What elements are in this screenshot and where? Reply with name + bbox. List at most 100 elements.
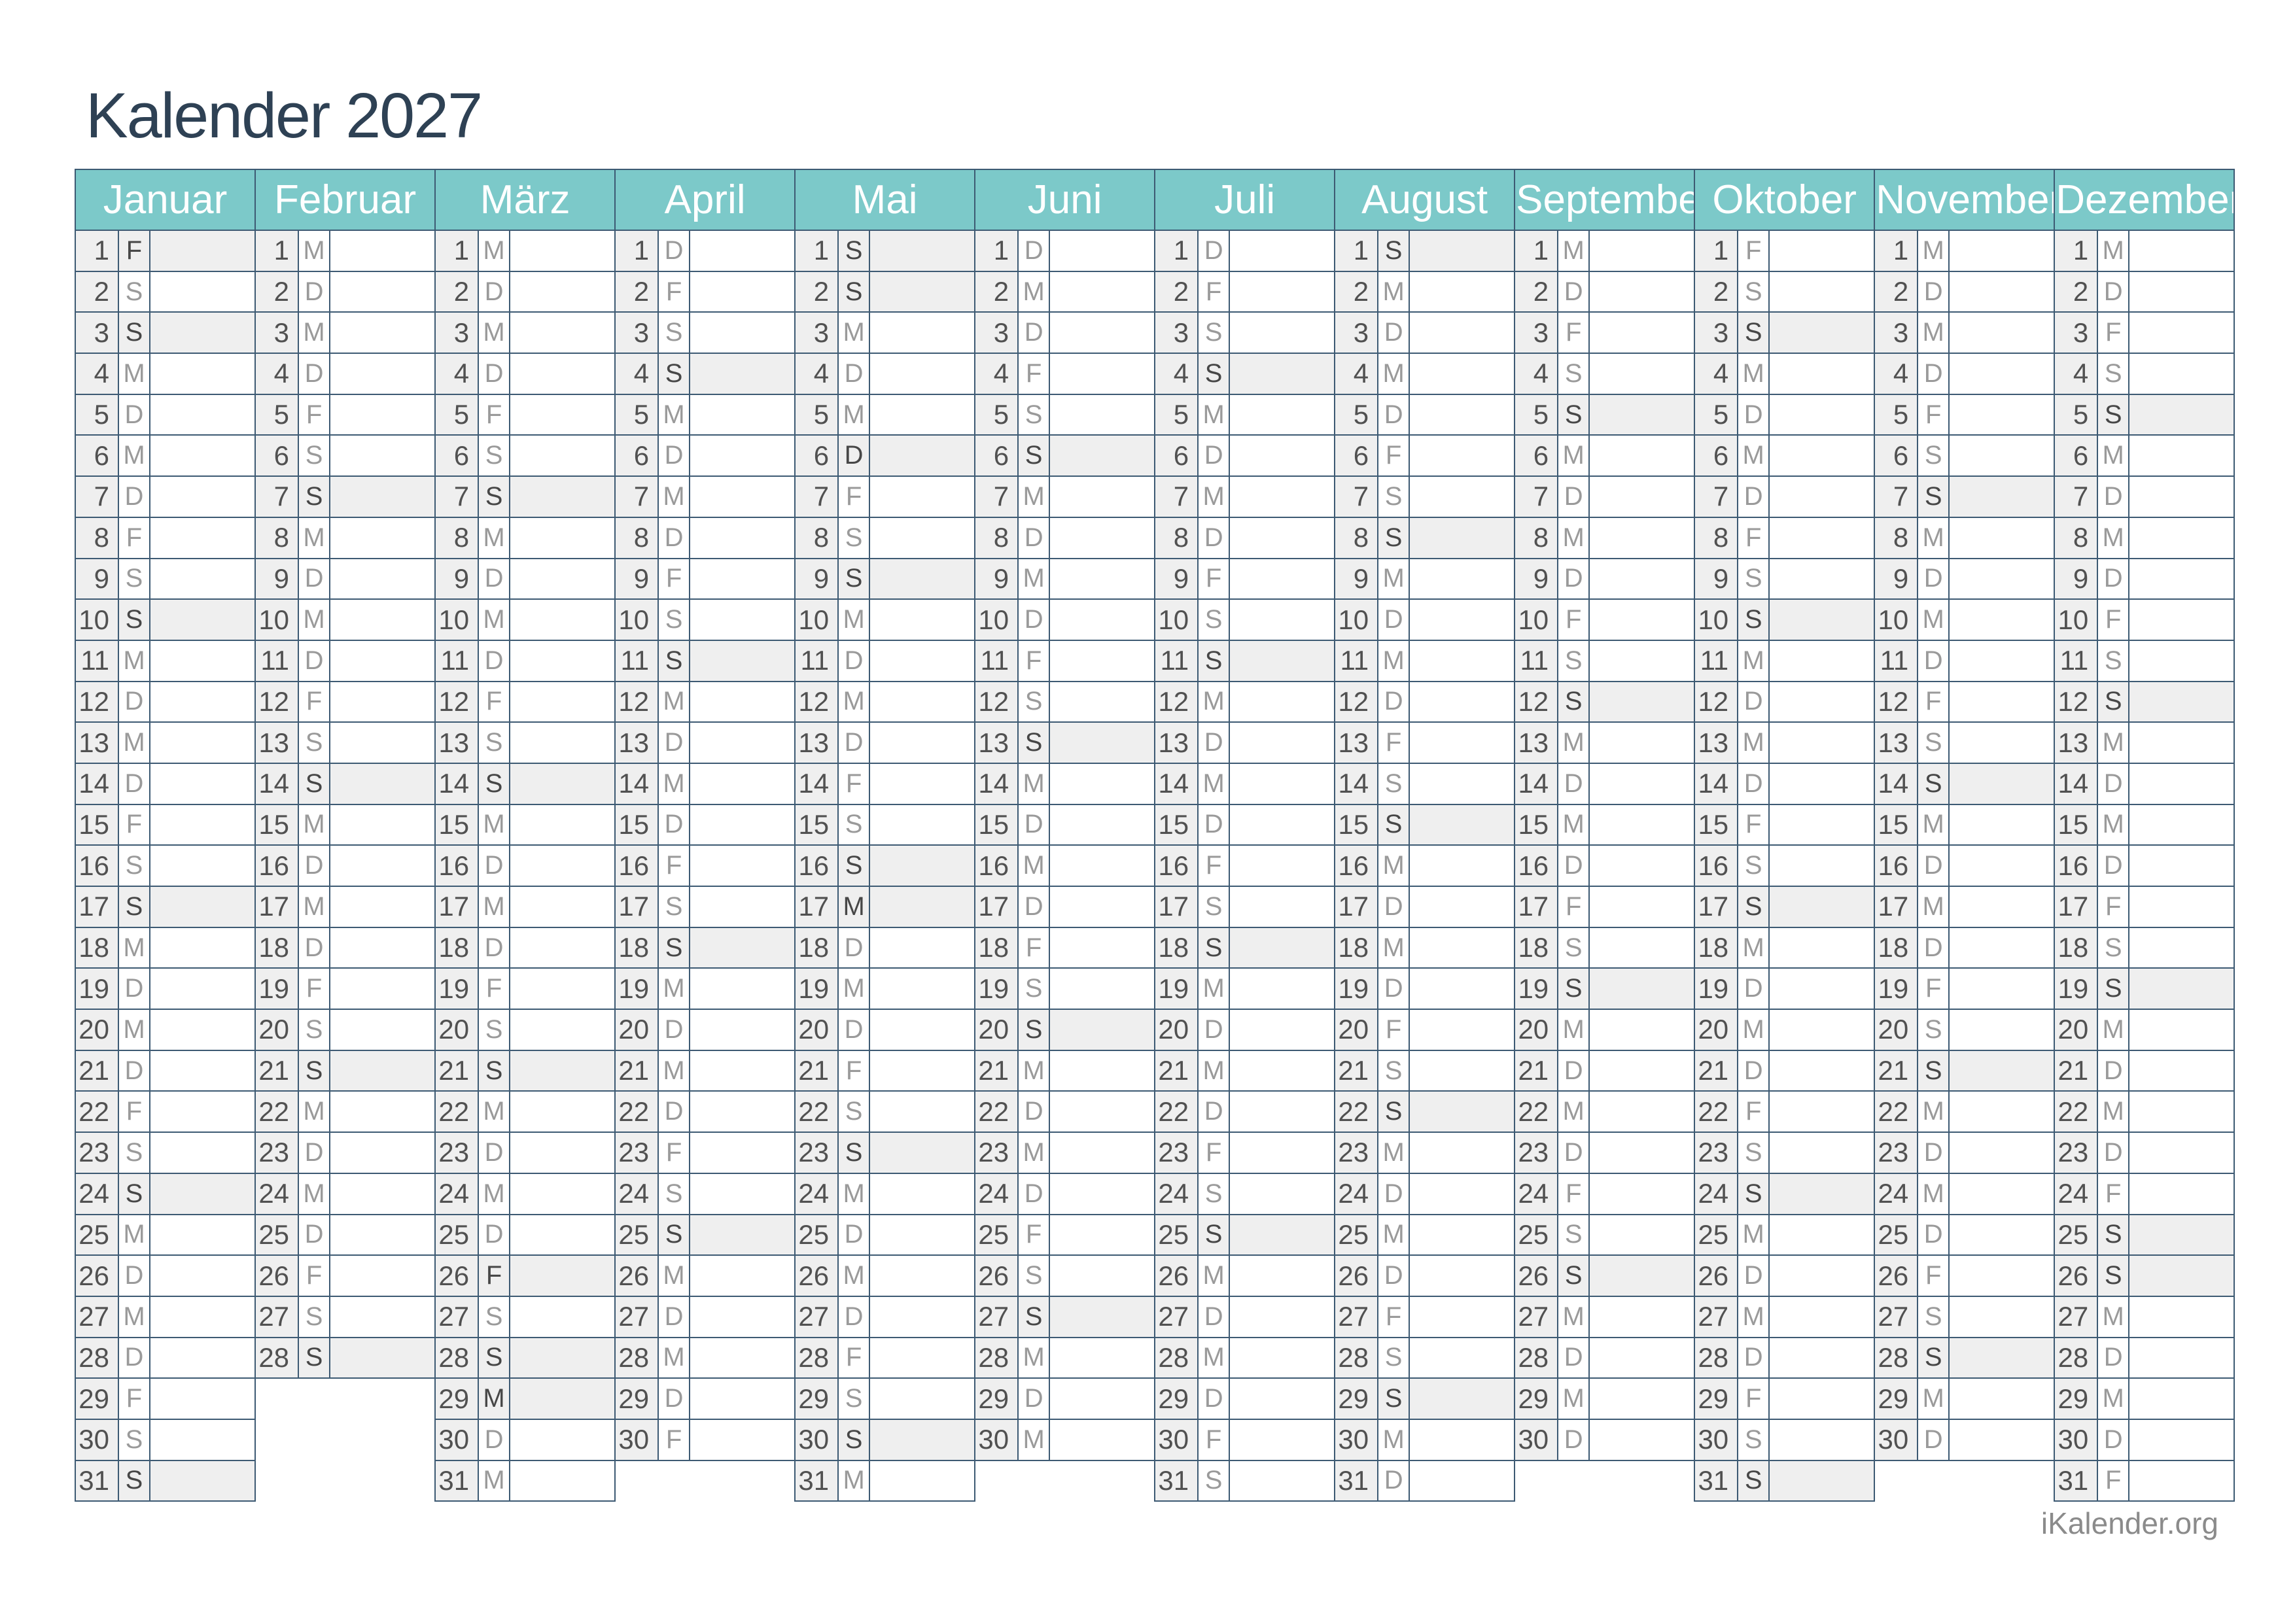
day-number: 27 [1694,1295,1739,1338]
month-header: Juni [974,169,1156,231]
day-number: 24 [1514,1172,1559,1215]
day-note-cell [1229,1418,1336,1461]
day-note-cell [1768,230,1876,272]
day-number: 9 [2054,557,2099,600]
day-number: 3 [974,311,1019,354]
day-row: 24 S [1154,1172,1336,1215]
day-row: 23 D [254,1132,436,1174]
weekday-letter: D [1917,844,1950,887]
day-number: 5 [614,393,659,436]
weekday-letter: S [1197,886,1231,928]
day-number: 10 [254,598,300,641]
day-number: 10 [434,598,480,641]
day-note-cell [1049,886,1156,928]
day-row: 10 D [1334,598,1516,641]
day-note-cell [689,844,796,887]
day-number: 14 [974,762,1019,805]
day-row: 16 D [434,844,616,887]
day-number: 28 [254,1336,300,1379]
weekday-letter: S [478,1295,511,1338]
day-row: 13 M [1514,721,1696,764]
day-number: 22 [254,1090,300,1133]
day-row: 27 S [254,1295,436,1338]
day-note-cell [869,270,976,313]
day-row: 15 S [794,803,976,846]
day-number: 20 [614,1009,659,1051]
day-note-cell [1409,1254,1516,1297]
day-note-cell [1768,762,1876,805]
day-number: 7 [614,475,659,518]
day-row: 27 M [1514,1295,1696,1338]
day-note-cell [509,721,616,764]
day-note-cell [869,475,976,518]
day-note-cell [1229,598,1336,641]
day-note-cell [689,967,796,1011]
day-number: 17 [974,886,1019,928]
day-number: 12 [1514,680,1559,723]
day-number: 29 [1694,1377,1739,1420]
day-note-cell [329,516,436,559]
day-number: 17 [1154,886,1199,928]
day-number: 1 [614,230,659,272]
day-number: 15 [254,803,300,846]
day-note-cell [509,1049,616,1092]
weekday-letter: M [1737,353,1770,395]
day-row: 21 S [1874,1049,2056,1092]
day-note-cell [1768,475,1876,518]
day-row: 28 M [1154,1336,1336,1379]
weekday-letter: S [1017,1295,1051,1338]
day-note-cell [1768,1254,1876,1297]
weekday-letter: D [478,844,511,887]
weekday-letter: F [1557,311,1590,354]
day-note-cell [689,1132,796,1174]
day-number: 4 [1694,353,1739,395]
day-note-cell [2128,844,2235,887]
day-row: 18 D [794,926,976,969]
day-row: 11 M [1694,639,1876,682]
day-row: 21 D [75,1049,256,1092]
day-row: 17 M [254,886,436,928]
weekday-letter: M [1377,353,1410,395]
day-note-cell [1049,639,1156,682]
day-note-cell [689,393,796,436]
weekday-letter: D [1017,1377,1051,1420]
day-note-cell [2128,516,2235,559]
day-number: 26 [1694,1254,1739,1297]
day-note-cell [2128,1132,2235,1174]
day-number: 30 [794,1418,839,1461]
day-note-cell [1768,393,1876,436]
weekday-letter: D [1917,1418,1950,1461]
day-number: 13 [1694,721,1739,764]
day-row: 28 F [794,1336,976,1379]
day-note-cell [1948,1418,2056,1461]
weekday-letter: S [478,1009,511,1051]
day-note-cell [1229,803,1336,846]
day-note-cell [2128,598,2235,641]
weekday-letter: M [657,967,691,1011]
day-number: 13 [614,721,659,764]
day-number: 18 [254,926,300,969]
day-note-cell [2128,1459,2235,1502]
day-number: 21 [614,1049,659,1092]
day-note-cell [1948,1254,2056,1297]
day-row: 24 M [1874,1172,2056,1215]
day-note-cell [1409,1090,1516,1133]
weekday-letter: S [1917,721,1950,764]
day-number: 21 [1334,1049,1379,1092]
day-note-cell [1768,1132,1876,1174]
weekday-letter: S [837,1132,871,1174]
weekday-letter: M [1377,270,1410,313]
footer-brand-link[interactable]: iKalender.org [2041,1506,2218,1540]
day-number: 18 [1874,926,1919,969]
day-note-cell [329,1254,436,1297]
day-note-cell [329,434,436,477]
day-row: 29 M [1874,1377,2056,1420]
weekday-letter: F [1197,270,1231,313]
day-note-cell [1948,926,2056,969]
weekday-letter: D [1737,1254,1770,1297]
